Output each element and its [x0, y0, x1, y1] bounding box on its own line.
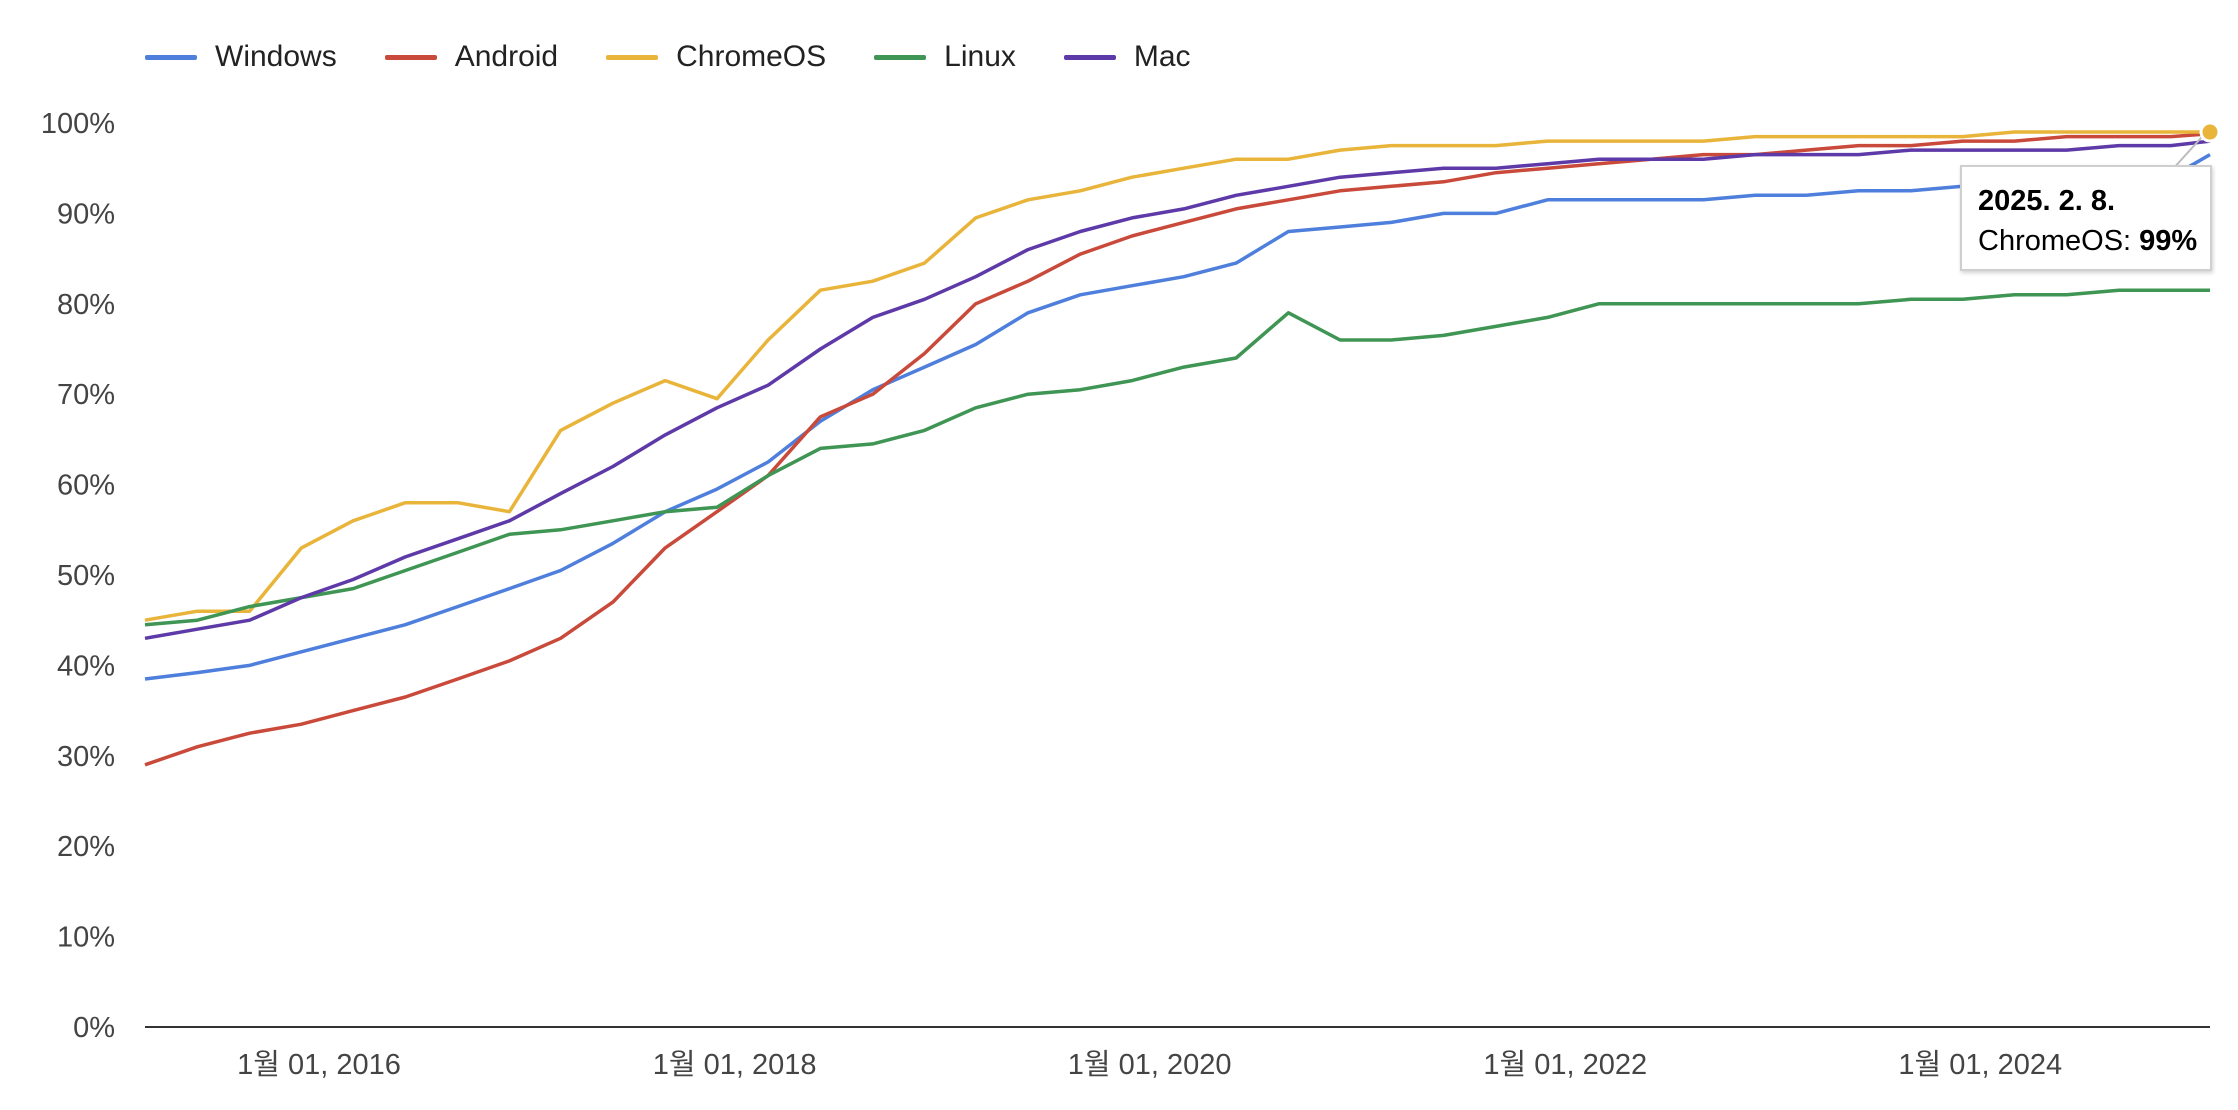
y-tick-label: 20% — [57, 831, 115, 863]
series-line-linux[interactable] — [144, 288, 2210, 627]
x-tick-label: 1월 01, 2018 — [653, 1048, 817, 1081]
y-tick-label: 50% — [57, 560, 115, 592]
chart-tooltip: 2025. 2. 8. ChromeOS: 99% — [1960, 165, 2212, 271]
legend-label: Mac — [1133, 40, 1191, 73]
y-tick-label: 90% — [57, 198, 115, 230]
y-tick-label: 40% — [57, 650, 115, 682]
x-tick-label: 1월 01, 2020 — [1068, 1048, 1232, 1081]
y-tick-label: 30% — [57, 741, 115, 773]
series-line-android[interactable] — [144, 132, 2211, 767]
y-tick-label: 100% — [41, 108, 115, 140]
series-line-windows[interactable] — [144, 153, 2211, 681]
legend-swatch-android — [384, 54, 437, 60]
tooltip-value: 99% — [2139, 225, 2198, 257]
x-tick-label: 1월 01, 2024 — [1898, 1048, 2062, 1081]
legend-label: Windows — [215, 40, 337, 73]
legend-swatch-windows — [145, 54, 197, 60]
y-tick-label: 0% — [73, 1012, 115, 1044]
legend-item-mac[interactable]: Mac — [1063, 40, 1191, 74]
y-tick-label: 80% — [57, 289, 115, 321]
legend-item-linux[interactable]: Linux — [874, 40, 1016, 74]
legend-label: Android — [454, 40, 559, 73]
legend-label: Linux — [944, 40, 1016, 73]
series-line-chromeos[interactable] — [144, 130, 2210, 622]
legend-swatch-chromeos — [606, 54, 659, 60]
series-line-mac[interactable] — [144, 139, 2211, 641]
x-tick-label: 1월 01, 2016 — [237, 1048, 401, 1081]
legend: Windows Android ChromeOS Linux Mac — [145, 40, 1239, 74]
tooltip-date: 2025. 2. 8. — [1978, 185, 2116, 217]
legend-item-chromeos[interactable]: ChromeOS — [606, 40, 826, 74]
y-tick-label: 60% — [57, 470, 115, 502]
tooltip-row: ChromeOS: 99% — [1978, 225, 2198, 257]
legend-item-android[interactable]: Android — [384, 40, 559, 74]
y-tick-label: 10% — [57, 922, 115, 954]
legend-item-windows[interactable]: Windows — [145, 40, 337, 74]
tooltip-series-name: ChromeOS — [1978, 225, 2124, 257]
legend-label: ChromeOS — [676, 40, 827, 73]
legend-swatch-linux — [874, 54, 927, 60]
x-tick-label: 1월 01, 2022 — [1483, 1048, 1647, 1081]
highlight-point[interactable] — [2199, 121, 2221, 143]
legend-swatch-mac — [1063, 54, 1116, 60]
y-tick-label: 70% — [57, 379, 115, 411]
